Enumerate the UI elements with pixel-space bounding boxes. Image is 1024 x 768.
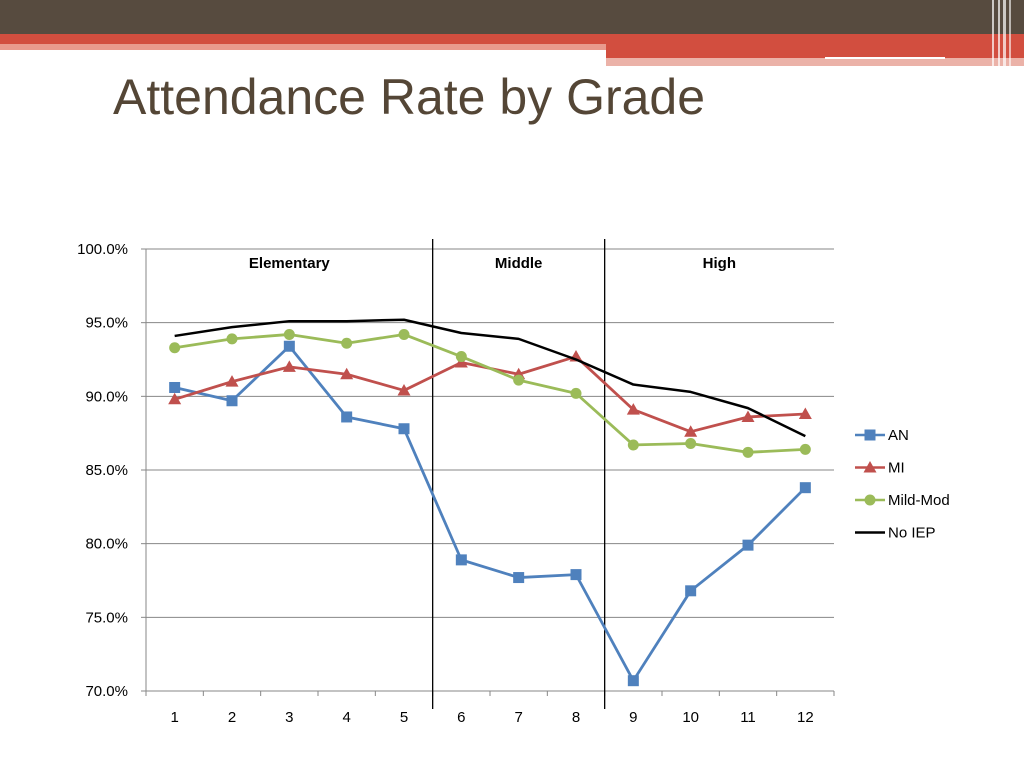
data-point xyxy=(742,539,754,551)
data-point xyxy=(226,395,238,407)
y-tick-label: 80.0% xyxy=(85,536,128,553)
data-point xyxy=(398,328,410,340)
legend-label: No IEP xyxy=(888,525,936,542)
data-point xyxy=(798,407,812,420)
data-point xyxy=(799,443,811,455)
data-point xyxy=(627,675,639,687)
data-point xyxy=(864,494,876,506)
y-tick-label: 95.0% xyxy=(85,315,128,332)
series-an xyxy=(169,340,811,687)
x-tick-label: 10 xyxy=(682,709,699,726)
legend-label: Mild-Mod xyxy=(888,492,950,509)
data-point xyxy=(685,437,697,449)
legend-label: MI xyxy=(888,460,905,477)
data-point xyxy=(282,360,296,372)
x-tick-label: 3 xyxy=(285,709,293,726)
data-point xyxy=(627,439,639,451)
section-label: High xyxy=(703,255,736,272)
header-band-step-light xyxy=(606,58,1024,66)
header-band-step xyxy=(606,50,1024,58)
data-point xyxy=(168,392,182,405)
data-point xyxy=(684,425,698,437)
data-point xyxy=(226,333,238,345)
data-point xyxy=(863,461,877,473)
legend-label: AN xyxy=(888,427,909,444)
x-tick-label: 4 xyxy=(342,709,350,726)
data-point xyxy=(340,367,354,380)
series-line xyxy=(174,318,806,438)
slide-title: Attendance Rate by Grade xyxy=(113,69,706,125)
data-point xyxy=(283,328,295,340)
data-point xyxy=(570,387,582,399)
data-point xyxy=(225,375,239,387)
data-point xyxy=(799,482,811,494)
data-point xyxy=(685,585,697,597)
header-band-dark xyxy=(0,0,1024,34)
legend-item: AN xyxy=(855,427,909,444)
data-point xyxy=(742,446,754,458)
x-tick-label: 2 xyxy=(228,709,236,726)
x-tick-label: 6 xyxy=(457,709,465,726)
data-point xyxy=(341,411,353,423)
section-label: Elementary xyxy=(249,255,331,272)
x-tick-label: 1 xyxy=(170,709,178,726)
series-mild-mod xyxy=(169,328,811,458)
series-line xyxy=(174,344,807,683)
data-point xyxy=(341,337,353,349)
data-point xyxy=(570,569,582,581)
x-tick-label: 12 xyxy=(797,709,814,726)
decorative-stripes xyxy=(992,0,1011,66)
data-point xyxy=(741,410,755,422)
data-point xyxy=(283,340,295,352)
legend-item: Mild-Mod xyxy=(855,492,950,509)
x-tick-label: 11 xyxy=(740,709,756,726)
legend-item: MI xyxy=(855,460,905,477)
x-tick-label: 7 xyxy=(514,709,522,726)
y-tick-label: 90.0% xyxy=(85,388,128,405)
x-tick-label: 8 xyxy=(572,709,580,726)
series-no-iep xyxy=(174,318,806,438)
data-point xyxy=(169,342,181,354)
data-point xyxy=(513,374,525,386)
header-band-line xyxy=(825,57,945,59)
y-tick-label: 70.0% xyxy=(85,683,128,700)
series-line xyxy=(174,333,806,454)
y-tick-label: 75.0% xyxy=(85,609,128,626)
x-tick-label: 9 xyxy=(629,709,637,726)
data-point xyxy=(864,429,876,441)
y-tick-label: 100.0% xyxy=(77,241,128,258)
x-tick-label: 5 xyxy=(400,709,408,726)
data-point xyxy=(626,403,640,415)
header-band-highlight xyxy=(0,44,606,50)
data-point xyxy=(169,381,181,393)
section-label: Middle xyxy=(495,255,543,272)
legend-item: No IEP xyxy=(855,525,936,542)
y-tick-label: 85.0% xyxy=(85,462,128,479)
data-point xyxy=(397,383,411,396)
data-point xyxy=(455,351,467,363)
data-point xyxy=(455,554,467,566)
data-point xyxy=(513,572,525,584)
data-point xyxy=(398,423,410,435)
series-mi xyxy=(168,350,812,437)
